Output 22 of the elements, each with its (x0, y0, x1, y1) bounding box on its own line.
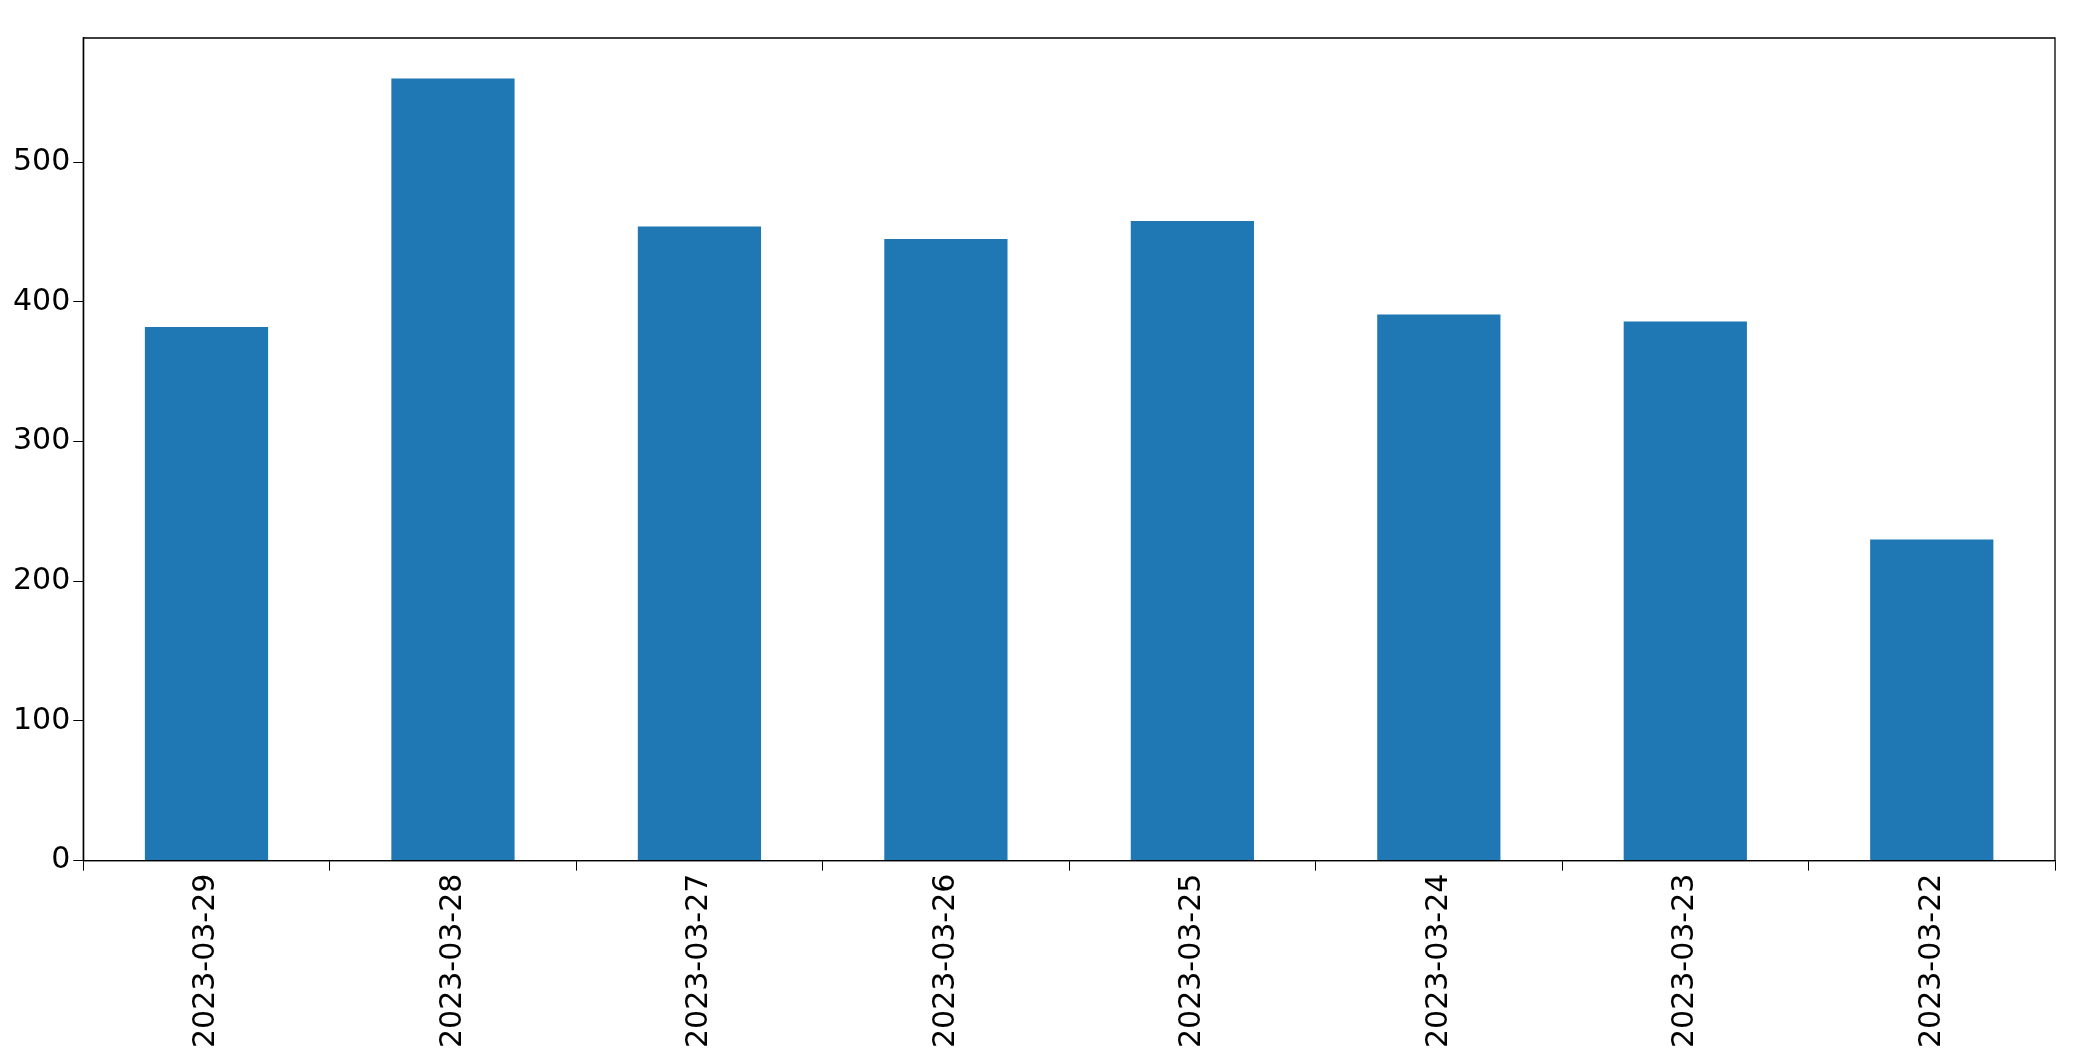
x-tick-label: 2023-03-28 (432, 873, 468, 1049)
bar (1130, 220, 1254, 861)
y-tick-label: 300 (13, 421, 71, 457)
bar (144, 327, 269, 861)
bar (1377, 314, 1501, 861)
y-tick-label: 400 (13, 281, 71, 317)
bar (884, 239, 1008, 861)
bar (637, 226, 762, 861)
x-tick-label: 2023-03-24 (1418, 873, 1454, 1049)
y-tick-label: 0 (51, 840, 71, 876)
bar (1623, 321, 1747, 861)
y-tick-label: 200 (13, 561, 71, 597)
x-tick-label: 2023-03-27 (679, 873, 715, 1049)
x-tick-label: 2023-03-22 (1911, 873, 1947, 1049)
bar (1870, 539, 1994, 861)
y-tick-label: 500 (13, 142, 71, 178)
y-tick-label: 100 (13, 700, 71, 736)
x-tick-label: 2023-03-29 (186, 873, 222, 1049)
x-tick-label: 2023-03-26 (925, 873, 961, 1049)
bar (391, 78, 515, 861)
x-tick-label: 2023-03-23 (1665, 873, 1701, 1049)
x-tick-label: 2023-03-25 (1172, 873, 1208, 1049)
